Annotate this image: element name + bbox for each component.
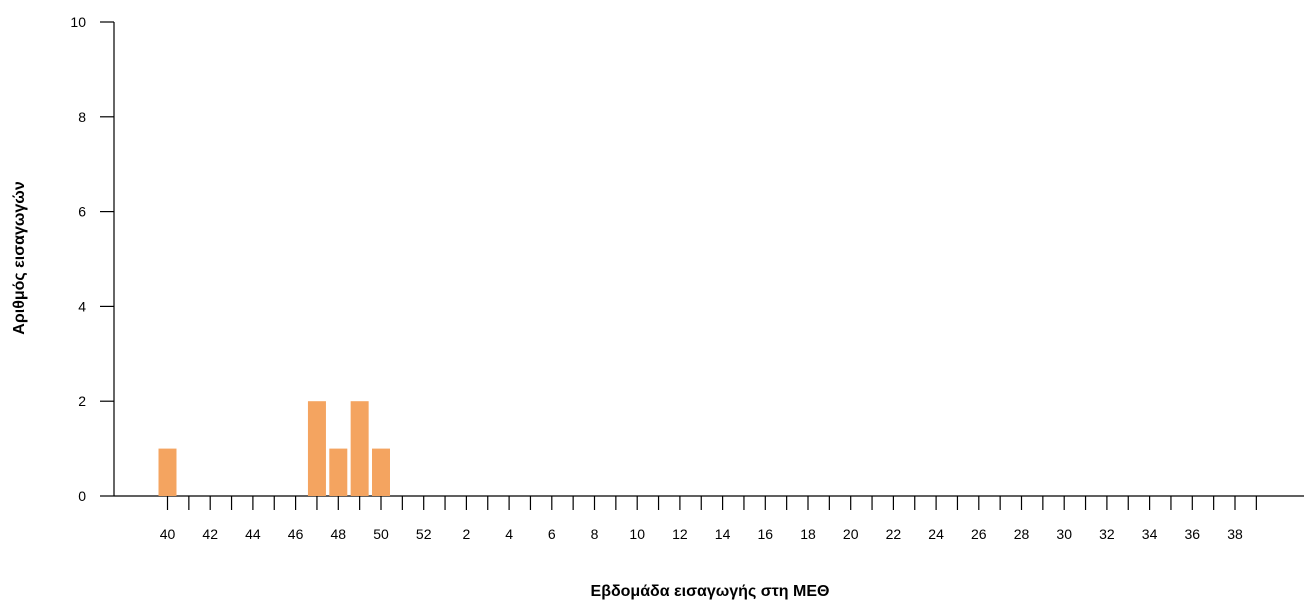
bar [307, 401, 326, 496]
x-tick-label: 38 [1227, 526, 1243, 542]
x-tick-label: 8 [591, 526, 599, 542]
x-tick-label: 12 [672, 526, 688, 542]
y-tick-label: 6 [78, 204, 86, 220]
bar [350, 401, 369, 496]
x-tick-label: 50 [373, 526, 389, 542]
bar [329, 448, 348, 496]
y-tick-label: 10 [70, 14, 86, 30]
x-tick-label: 16 [758, 526, 774, 542]
x-tick-label: 2 [463, 526, 471, 542]
x-tick-label: 42 [202, 526, 218, 542]
y-tick-label: 2 [78, 393, 86, 409]
y-tick-label: 8 [78, 109, 86, 125]
x-tick-label: 40 [160, 526, 176, 542]
bar [372, 448, 390, 496]
y-tick-label: 0 [78, 488, 86, 504]
x-tick-label: 10 [629, 526, 645, 542]
x-tick-label: 34 [1142, 526, 1158, 542]
x-tick-label: 18 [800, 526, 816, 542]
x-tick-label: 26 [971, 526, 987, 542]
x-tick-label: 4 [505, 526, 513, 542]
y-tick-label: 4 [78, 298, 86, 314]
x-tick-label: 32 [1099, 526, 1115, 542]
y-axis: 0 2 4 6 8 10 [70, 14, 115, 504]
x-axis-title: Εβδομάδα εισαγωγής στη ΜΕΘ [591, 583, 830, 600]
x-tick-label: 36 [1185, 526, 1201, 542]
x-tick-label: 28 [1014, 526, 1030, 542]
x-tick-label: 6 [548, 526, 556, 542]
x-tick-label: 46 [288, 526, 304, 542]
x-tick-label: 20 [843, 526, 859, 542]
x-tick-label: 22 [886, 526, 902, 542]
bars [158, 401, 390, 496]
x-tick-label: 44 [245, 526, 261, 542]
y-axis-title: Αριθμός εισαγωγών [11, 181, 28, 335]
x-tick-label: 14 [715, 526, 731, 542]
x-tick-label: 48 [331, 526, 347, 542]
x-tick-label: 24 [928, 526, 944, 542]
x-tick-label: 30 [1056, 526, 1072, 542]
x-tick-label: 52 [416, 526, 432, 542]
x-axis: 40 42 44 46 48 50 52 2 4 6 8 10 12 14 16 18 20 22 24 26 28 30… [114, 495, 1304, 542]
bar [158, 448, 177, 496]
